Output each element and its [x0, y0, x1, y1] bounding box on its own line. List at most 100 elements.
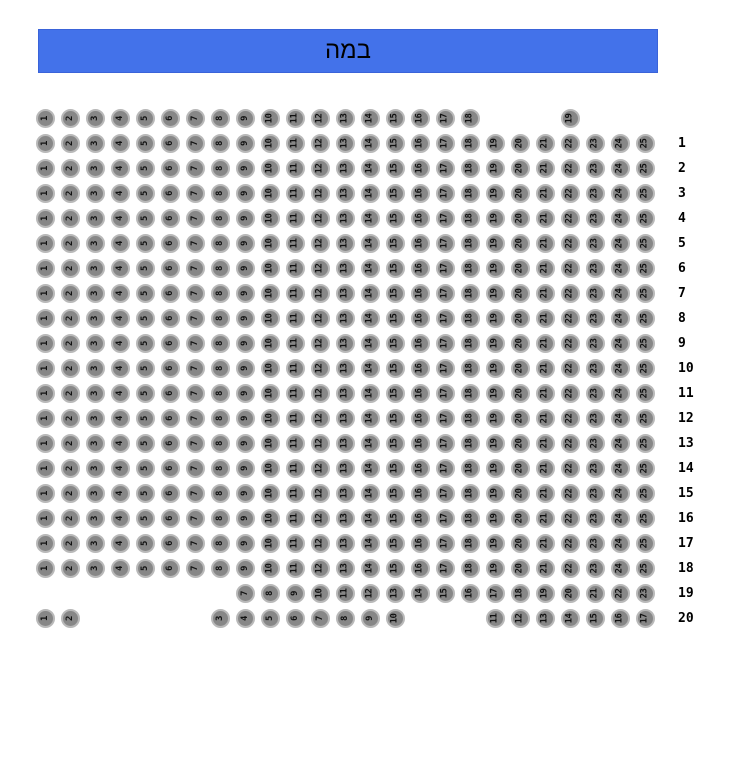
seat[interactable]: 20 — [510, 208, 530, 228]
seat[interactable]: 25 — [635, 558, 655, 578]
seat[interactable]: 20 — [510, 358, 530, 378]
seat[interactable]: 6 — [160, 233, 180, 253]
seat[interactable]: 2 — [60, 333, 80, 353]
seat[interactable]: 16 — [410, 533, 430, 553]
seat[interactable]: 4 — [110, 258, 130, 278]
seat[interactable]: 23 — [585, 433, 605, 453]
seat[interactable]: 5 — [260, 608, 280, 628]
seat[interactable]: 19 — [485, 508, 505, 528]
seat[interactable]: 16 — [410, 383, 430, 403]
seat[interactable]: 14 — [360, 358, 380, 378]
seat[interactable]: 11 — [485, 608, 505, 628]
seat[interactable]: 19 — [485, 133, 505, 153]
seat[interactable]: 22 — [610, 583, 630, 603]
seat[interactable]: 2 — [60, 383, 80, 403]
seat[interactable]: 21 — [535, 208, 555, 228]
seat[interactable]: 16 — [410, 233, 430, 253]
seat[interactable]: 18 — [460, 258, 480, 278]
seat[interactable]: 4 — [110, 308, 130, 328]
seat[interactable]: 12 — [310, 383, 330, 403]
seat[interactable]: 7 — [185, 458, 205, 478]
seat[interactable]: 20 — [510, 258, 530, 278]
seat[interactable]: 15 — [385, 308, 405, 328]
seat[interactable]: 16 — [410, 208, 430, 228]
seat[interactable]: 3 — [85, 108, 105, 128]
seat[interactable]: 17 — [435, 558, 455, 578]
seat[interactable]: 19 — [485, 483, 505, 503]
seat[interactable]: 17 — [435, 258, 455, 278]
seat[interactable]: 17 — [635, 608, 655, 628]
seat[interactable]: 14 — [360, 558, 380, 578]
seat[interactable]: 25 — [635, 308, 655, 328]
seat[interactable]: 11 — [285, 358, 305, 378]
seat[interactable]: 10 — [310, 583, 330, 603]
seat[interactable]: 11 — [285, 208, 305, 228]
seat[interactable]: 17 — [435, 383, 455, 403]
seat[interactable]: 4 — [110, 158, 130, 178]
seat[interactable]: 25 — [635, 433, 655, 453]
seat[interactable]: 12 — [310, 458, 330, 478]
seat[interactable]: 20 — [510, 483, 530, 503]
seat[interactable]: 15 — [385, 533, 405, 553]
seat[interactable]: 7 — [310, 608, 330, 628]
seat[interactable]: 6 — [160, 358, 180, 378]
seat[interactable]: 25 — [635, 158, 655, 178]
seat[interactable]: 7 — [185, 383, 205, 403]
seat[interactable]: 15 — [385, 208, 405, 228]
seat[interactable]: 3 — [85, 183, 105, 203]
seat[interactable]: 23 — [585, 233, 605, 253]
seat[interactable]: 7 — [185, 208, 205, 228]
seat[interactable]: 4 — [110, 383, 130, 403]
seat[interactable]: 8 — [210, 283, 230, 303]
seat[interactable]: 20 — [510, 508, 530, 528]
seat[interactable]: 14 — [360, 408, 380, 428]
seat[interactable]: 6 — [160, 333, 180, 353]
seat[interactable]: 7 — [185, 533, 205, 553]
seat[interactable]: 19 — [485, 358, 505, 378]
seat[interactable]: 8 — [210, 333, 230, 353]
seat[interactable]: 2 — [60, 608, 80, 628]
seat[interactable]: 2 — [60, 408, 80, 428]
seat[interactable]: 24 — [610, 483, 630, 503]
seat[interactable]: 1 — [35, 433, 55, 453]
seat[interactable]: 10 — [260, 183, 280, 203]
seat[interactable]: 21 — [535, 433, 555, 453]
seat[interactable]: 21 — [535, 133, 555, 153]
seat[interactable]: 17 — [435, 208, 455, 228]
seat[interactable]: 5 — [135, 533, 155, 553]
seat[interactable]: 25 — [635, 133, 655, 153]
seat[interactable]: 14 — [360, 383, 380, 403]
seat[interactable]: 13 — [335, 133, 355, 153]
seat[interactable]: 16 — [410, 408, 430, 428]
seat[interactable]: 2 — [60, 208, 80, 228]
seat[interactable]: 20 — [510, 383, 530, 403]
seat[interactable]: 19 — [485, 433, 505, 453]
seat[interactable]: 24 — [610, 208, 630, 228]
seat[interactable]: 18 — [460, 333, 480, 353]
seat[interactable]: 15 — [385, 333, 405, 353]
seat[interactable]: 12 — [310, 258, 330, 278]
seat[interactable]: 2 — [60, 108, 80, 128]
seat[interactable]: 17 — [435, 433, 455, 453]
seat[interactable]: 8 — [210, 258, 230, 278]
seat[interactable]: 8 — [210, 433, 230, 453]
seat[interactable]: 12 — [310, 358, 330, 378]
seat[interactable]: 18 — [460, 508, 480, 528]
seat[interactable]: 17 — [435, 108, 455, 128]
seat[interactable]: 19 — [485, 308, 505, 328]
seat[interactable]: 15 — [385, 408, 405, 428]
seat[interactable]: 1 — [35, 258, 55, 278]
seat[interactable]: 12 — [360, 583, 380, 603]
seat[interactable]: 8 — [210, 458, 230, 478]
seat[interactable]: 24 — [610, 283, 630, 303]
seat[interactable]: 9 — [235, 258, 255, 278]
seat[interactable]: 10 — [260, 233, 280, 253]
seat[interactable]: 9 — [235, 208, 255, 228]
seat[interactable]: 5 — [135, 183, 155, 203]
seat[interactable]: 10 — [260, 133, 280, 153]
seat[interactable]: 4 — [110, 483, 130, 503]
seat[interactable]: 25 — [635, 358, 655, 378]
seat[interactable]: 3 — [85, 508, 105, 528]
seat[interactable]: 9 — [235, 158, 255, 178]
seat[interactable]: 8 — [210, 558, 230, 578]
